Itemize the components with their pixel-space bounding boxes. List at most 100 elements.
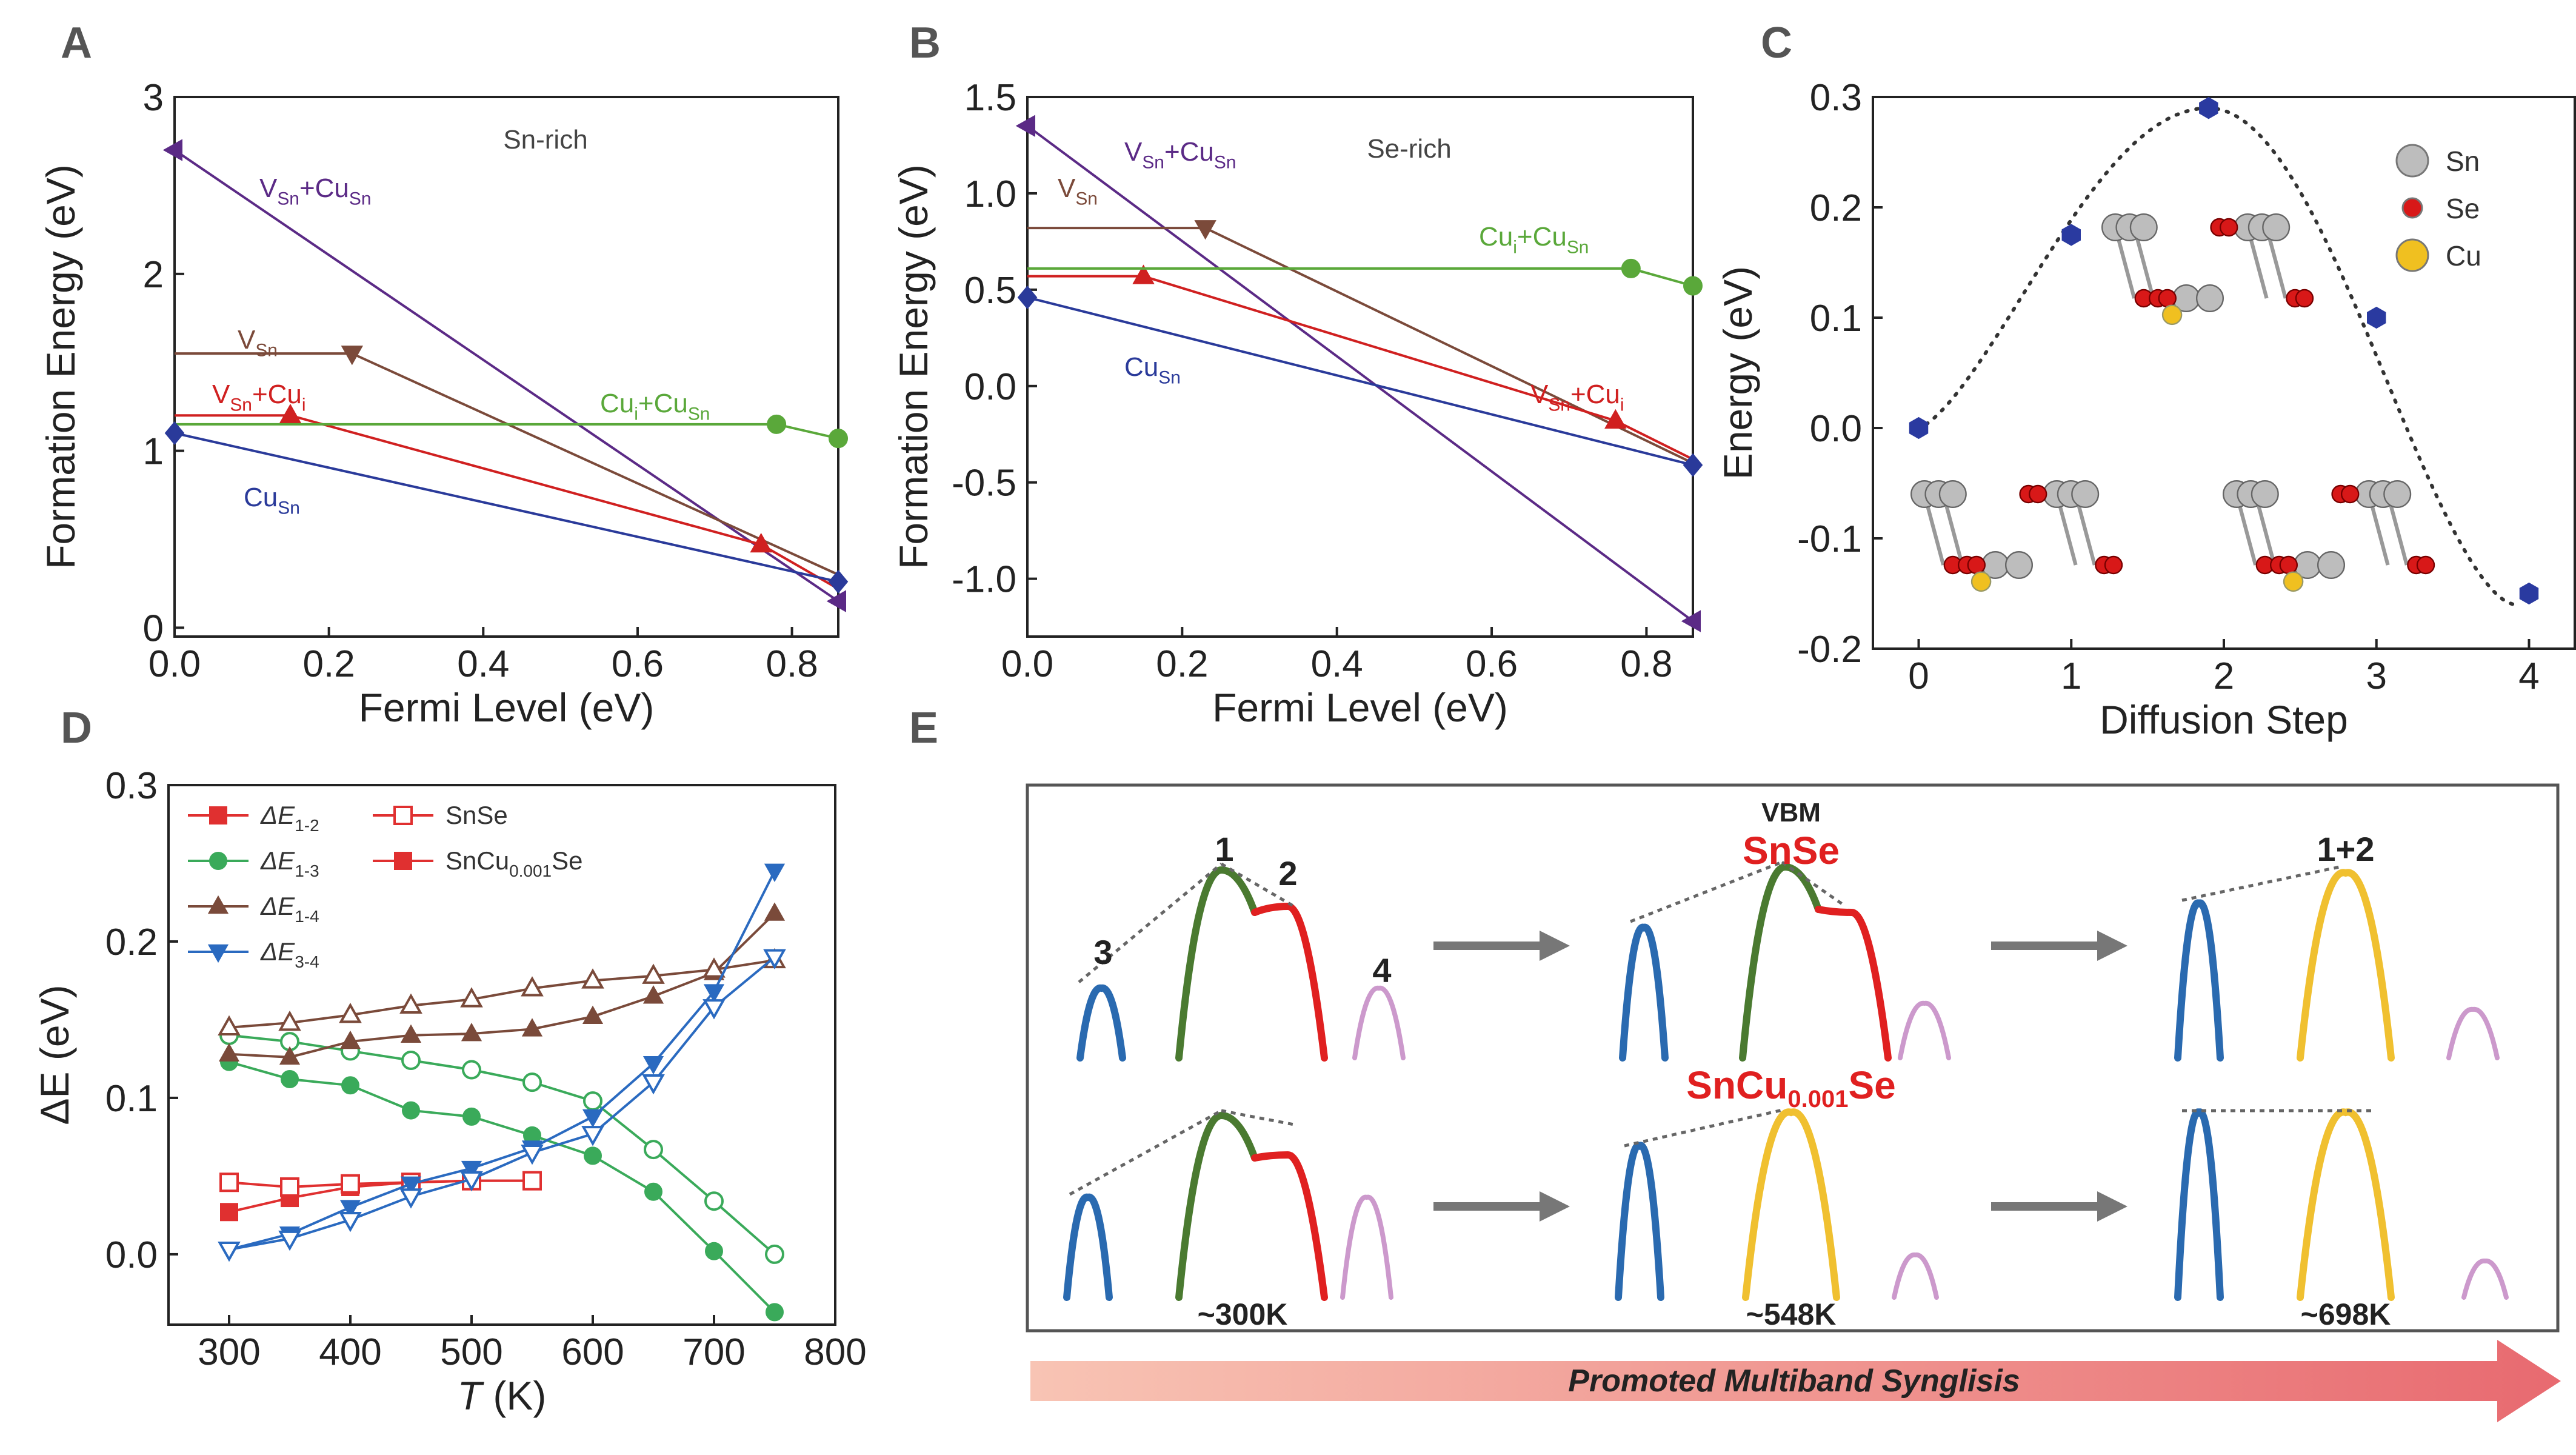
legend-label: Se — [2446, 193, 2480, 224]
atom-structure — [2101, 213, 2314, 326]
series-label-sub: i — [1513, 237, 1517, 257]
series-label-main: Cu — [600, 389, 634, 418]
data-point — [219, 1172, 239, 1192]
band-curve — [2297, 1108, 2395, 1301]
series-label-main: V — [1124, 137, 1143, 167]
x-tick-label: 0.6 — [612, 643, 664, 685]
data-point — [2061, 224, 2081, 246]
series-line — [174, 432, 839, 583]
promotion-arrow-text: Promoted Multiband Synglisis — [1568, 1363, 2020, 1399]
data-point — [2367, 306, 2386, 329]
y-axis-label: ΔE (eV) — [32, 985, 77, 1125]
legend-label-sub: 3-4 — [295, 952, 319, 971]
data-point — [218, 1015, 241, 1036]
legend-marker — [394, 852, 412, 870]
legend-label: SnSe — [445, 801, 508, 829]
series-line — [1027, 275, 1693, 461]
data-point — [218, 1043, 240, 1062]
data-point — [767, 414, 787, 434]
sn-atom — [2251, 480, 2279, 509]
data-point — [341, 1076, 359, 1095]
panel-label-e: E — [909, 704, 938, 752]
data-point — [521, 1018, 543, 1037]
legend-label: SnCu0.001Se — [445, 846, 583, 880]
data-point — [828, 569, 849, 594]
data-point — [763, 949, 786, 969]
data-point — [341, 1174, 360, 1194]
tangent-line — [1078, 863, 1223, 983]
y-tick-label: 0.5 — [964, 270, 1016, 312]
data-point — [765, 1244, 784, 1264]
data-point — [826, 590, 846, 612]
sn-atom — [2383, 480, 2412, 509]
series-label-main: V — [259, 173, 278, 203]
series-label-main: Cu — [1479, 222, 1513, 252]
sncu-label-tail: Se — [1848, 1063, 1895, 1107]
band-curve — [1076, 984, 1126, 1062]
legend-label-main: ΔE — [260, 937, 295, 966]
data-point — [702, 999, 726, 1020]
data-point — [583, 1091, 602, 1111]
x-tick-label: 800 — [804, 1331, 866, 1373]
plot-frame — [1026, 96, 1694, 638]
process-arrow-shaft — [1433, 1202, 1540, 1211]
sn-atom — [2195, 284, 2224, 313]
y-tick-label: -0.1 — [1797, 518, 1862, 560]
data-point — [460, 987, 483, 1008]
sn-atom — [2071, 480, 2100, 509]
data-point — [341, 346, 364, 366]
data-point — [703, 984, 725, 1003]
legend-label: Sn — [2446, 146, 2480, 177]
x-tick-label: 3 — [2366, 655, 2386, 697]
legend-label-sub: 1-2 — [295, 816, 319, 835]
legend-marker — [209, 852, 227, 870]
data-point — [279, 403, 302, 424]
legend-label-tail: Se — [552, 846, 582, 875]
tangent-line — [1630, 860, 1783, 923]
plot-frame — [173, 96, 839, 638]
y-tick-label: 0.0 — [1810, 408, 1862, 450]
panel-label-a: A — [61, 19, 92, 67]
data-point — [402, 1101, 420, 1120]
series-line — [229, 1060, 776, 1313]
legend-marker — [207, 895, 229, 914]
series-label: VSn — [238, 325, 278, 360]
promotion-arrow — [1030, 1340, 2561, 1422]
y-axis-label: Energy (eV) — [1715, 266, 1760, 480]
band-curve — [1251, 902, 1328, 1062]
panel-label-d: D — [61, 704, 92, 752]
series-label: CuSn — [244, 483, 300, 518]
series-label-main: V — [212, 380, 230, 409]
data-point — [642, 985, 664, 1004]
band-curve — [1739, 863, 1822, 1062]
band-curve — [1815, 906, 1892, 1062]
data-point — [584, 1146, 602, 1165]
band-curve — [2461, 1258, 2509, 1300]
y-tick-label: 1 — [143, 431, 164, 473]
series-label-sub: Sn — [349, 189, 372, 209]
y-tick-label: -0.2 — [1797, 629, 1862, 671]
data-point — [280, 1177, 299, 1197]
atom-structure — [1910, 480, 2123, 592]
series-line — [229, 1179, 532, 1188]
process-arrow-head — [1540, 1191, 1570, 1222]
data-point — [2519, 582, 2539, 605]
series-label-sub: Sn — [1567, 237, 1589, 257]
data-point — [1683, 276, 1703, 296]
process-arrow-head — [1540, 931, 1570, 961]
series-line — [229, 1034, 776, 1256]
series-label-sub: Sn — [1214, 152, 1236, 172]
data-point — [644, 1182, 662, 1201]
series-line — [1027, 227, 1693, 464]
series-line — [175, 414, 839, 590]
series-label: VSn+CuSn — [259, 173, 372, 209]
se-atom — [2340, 484, 2360, 504]
data-point — [400, 1024, 422, 1043]
y-tick-label: 0.0 — [964, 366, 1016, 408]
data-point — [705, 1242, 723, 1260]
schematic-frame — [1026, 783, 2560, 1333]
series-line — [229, 958, 775, 1029]
data-point — [462, 1107, 481, 1126]
y-tick-label: 0.0 — [105, 1234, 158, 1276]
tangent-line — [1221, 1109, 1295, 1126]
